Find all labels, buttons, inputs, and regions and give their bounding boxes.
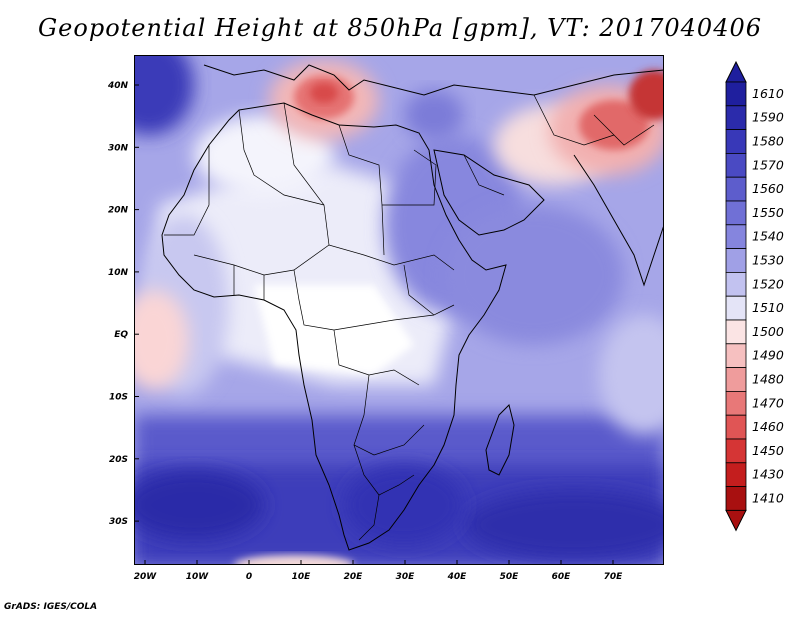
colorbar-label: 1530 [752,253,784,268]
colorbar-label: 1490 [752,348,784,363]
lon-label: 60E [552,572,572,582]
grads-credit: GrADS: IGES/COLA [4,602,98,612]
colorbar-label: 1510 [752,300,784,315]
field-nw-high [134,55,194,135]
field-south-atlantic-high [134,470,264,540]
arabian-peninsula [433,149,545,236]
colorbar-box [725,438,747,464]
lat-label: 40N [107,81,129,91]
lat-tick-group [134,84,139,522]
colorbar-box [725,153,747,178]
colorbar-box [725,129,747,154]
lon-label: 30E [396,572,416,582]
colorbar-box [725,319,747,345]
colorbar-label: 1450 [752,443,784,458]
coastlines [161,64,664,551]
colorbar-label: 1550 [752,205,784,220]
colorbar-label: 1520 [752,276,784,291]
colorbar-box [725,486,747,511]
colorbar-box [725,105,747,130]
colorbar-box [725,81,747,107]
colorbar-label: 1470 [752,395,784,410]
map-panel [134,55,664,565]
colorbar-label: 1500 [752,324,784,339]
field-eq-atlantic-low [134,290,189,390]
lon-label: 40E [447,572,468,582]
lon-label: 20E [344,572,364,582]
lon-label: 0 [246,572,252,582]
colorbar-box [725,462,747,487]
lat-label: 30N [108,143,129,153]
colorbar-label: 1540 [752,229,784,244]
india-coast [573,154,664,287]
colorbar-label: 1570 [752,157,784,172]
colorbar-box [725,414,747,440]
colorbar-label: 1610 [752,86,784,101]
colorbar-box [725,271,747,297]
lat-label: 10N [108,268,129,278]
africa-coastline [161,102,507,551]
colorbar-box [725,200,747,226]
lat-label: 20N [108,206,129,216]
colorbar-label: 1430 [752,467,784,482]
colorbar-label: 1410 [752,491,784,506]
colorbar-label: 1480 [752,372,784,387]
colorbar-label: 1560 [752,181,784,196]
lat-label: 30S [109,517,128,527]
colorbar-box [725,343,747,368]
colorbar-label: 1580 [752,134,784,149]
colorbar-box [725,367,747,392]
lat-label: 10S [109,393,128,403]
chart-title: Geopotential Height at 850hPa [gpm], VT:… [38,14,762,42]
colorbar: 1610 1590 1580 1570 1560 1550 1540 1530 1520 1510… [725,60,784,532]
country-borders [164,94,655,541]
colorbar-box [725,224,747,250]
colorbar-box [725,390,747,416]
colorbar-top-arrow [725,60,747,83]
colorbar-box [725,176,747,202]
lon-label: 10W [186,572,210,582]
lat-label: 20S [109,455,128,465]
colorbar-box [725,295,747,321]
lon-label: 10E [292,572,312,582]
lon-label: 50E [500,572,520,582]
colorbar-label: 1460 [752,419,784,434]
colorbar-bottom-arrow [725,509,747,532]
lat-label: EQ [114,330,128,340]
lon-label: 70E [604,572,624,582]
colorbar-label: 1590 [752,110,784,125]
lon-label: 20W [134,572,158,582]
map-frame [134,55,664,565]
colorbar-box [725,248,747,273]
madagascar [485,404,515,476]
europe-coast [203,64,664,96]
lon-tick-group [144,560,614,565]
